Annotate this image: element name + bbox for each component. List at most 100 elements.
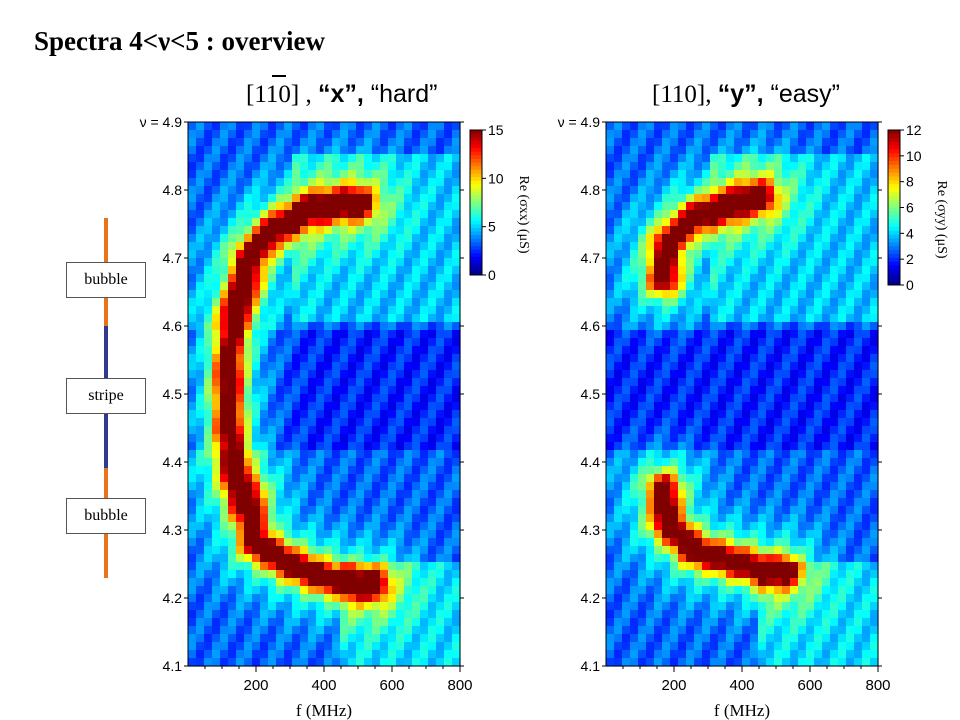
heatmap-cell [188, 506, 197, 515]
heatmap-cell [710, 354, 719, 363]
heatmap-cell [212, 338, 221, 347]
heatmap-cell [758, 386, 767, 395]
heatmap-cell [854, 346, 863, 355]
heatmap-cell [694, 394, 703, 403]
heatmap-cell [196, 426, 205, 435]
heatmap-cell [212, 322, 221, 331]
heatmap-cell [308, 530, 317, 539]
heatmap-cell [718, 346, 727, 355]
heatmap-cell [428, 578, 437, 587]
heatmap-cell [396, 402, 405, 411]
heatmap-cell [630, 450, 639, 459]
heatmap-cell [380, 242, 389, 251]
heatmap-cell [220, 634, 229, 643]
heatmap-cell [372, 498, 381, 507]
heatmap-cell [718, 154, 727, 163]
heatmap-cell [718, 602, 727, 611]
colorbar-swatch [470, 246, 482, 251]
heatmap-cell [766, 186, 775, 195]
heatmap-cell [316, 562, 325, 571]
heatmap-cell [228, 554, 237, 563]
heatmap-cell [212, 178, 221, 187]
heatmap-cell [420, 274, 429, 283]
heatmap-cell [862, 354, 871, 363]
heatmap-cell [196, 250, 205, 259]
heatmap-cell [806, 650, 815, 659]
heatmap-cell [694, 514, 703, 523]
heatmap-cell [436, 322, 445, 331]
heatmap-cell [838, 178, 847, 187]
heatmap-cell [702, 330, 711, 339]
heatmap-cell [196, 442, 205, 451]
heatmap-cell [798, 650, 807, 659]
heatmap-cell [806, 322, 815, 331]
heatmap-cell [782, 618, 791, 627]
heatmap-cell [252, 594, 261, 603]
heatmap-cell [268, 450, 277, 459]
heatmap-cell [380, 194, 389, 203]
heatmap-cell [308, 618, 317, 627]
heatmap-cell [854, 562, 863, 571]
heatmap-cell [646, 578, 655, 587]
heatmap-cell [428, 250, 437, 259]
heatmap-cell [300, 218, 309, 227]
heatmap-cell [204, 146, 213, 155]
heatmap-cell [236, 434, 245, 443]
heatmap-cell [870, 474, 879, 483]
heatmap-cell [452, 570, 461, 579]
heatmap-cell [654, 658, 663, 667]
heatmap-cell [854, 162, 863, 171]
heatmap-cell [822, 530, 831, 539]
heatmap-cell [356, 594, 365, 603]
heatmap-cell [718, 426, 727, 435]
heatmap-cell [670, 250, 679, 259]
heatmap-cell [686, 610, 695, 619]
heatmap-cell [228, 378, 237, 387]
heatmap-cell [718, 170, 727, 179]
heatmap-cell [702, 626, 711, 635]
heatmap-cell [830, 434, 839, 443]
heatmap-cell [654, 610, 663, 619]
heatmap-cell [300, 258, 309, 267]
heatmap-cell [324, 522, 333, 531]
heatmap-cell [742, 410, 751, 419]
heatmap-cell [428, 570, 437, 579]
heatmap-cell [324, 450, 333, 459]
heatmap-cell [750, 610, 759, 619]
heatmap-cell [726, 370, 735, 379]
heatmap-cell [798, 578, 807, 587]
heatmap-cell [854, 298, 863, 307]
heatmap-cell [276, 634, 285, 643]
heatmap-cell [420, 330, 429, 339]
heatmap-cell [622, 626, 631, 635]
heatmap-cell [766, 138, 775, 147]
heatmap-cell [750, 506, 759, 515]
heatmap-cell [316, 434, 325, 443]
heatmap-cell [260, 170, 269, 179]
heatmap-cell [758, 562, 767, 571]
heatmap-cell [452, 530, 461, 539]
heatmap-cell [284, 178, 293, 187]
heatmap-cell [404, 202, 413, 211]
heatmap-cell [870, 306, 879, 315]
heatmap-cell [388, 266, 397, 275]
heatmap-cell [790, 490, 799, 499]
heatmap-cell [734, 586, 743, 595]
heatmap-cell [870, 242, 879, 251]
heatmap-cell [300, 322, 309, 331]
heatmap-cell [686, 234, 695, 243]
heatmap-cell [396, 626, 405, 635]
heatmap-cell [188, 514, 197, 523]
heatmap-cell [814, 162, 823, 171]
heatmap-cell [188, 130, 197, 139]
heatmap-cell [236, 298, 245, 307]
heatmap-cell [444, 546, 453, 555]
heatmap-cell [420, 418, 429, 427]
heatmap-cell [838, 442, 847, 451]
heatmap-cell [244, 394, 253, 403]
heatmap-cell [372, 154, 381, 163]
heatmap-cell [670, 394, 679, 403]
heatmap-cell [630, 170, 639, 179]
heatmap-cell [436, 482, 445, 491]
heatmap-cell [292, 250, 301, 259]
